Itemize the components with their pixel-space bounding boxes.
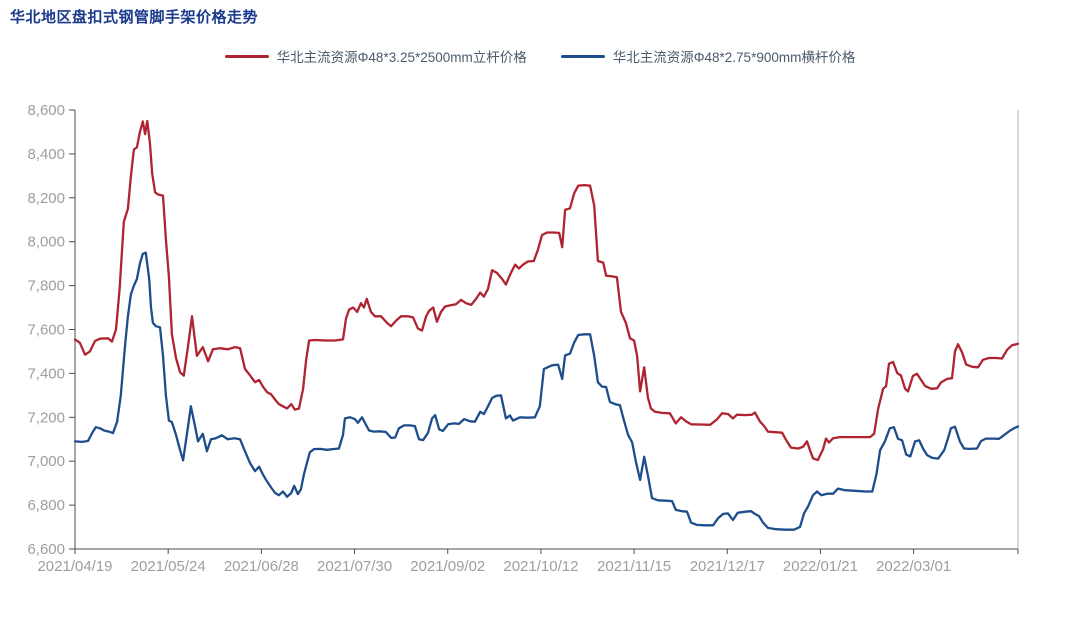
blue-line-swatch-icon (560, 54, 605, 58)
page-title: 华北地区盘扣式钢管脚手架价格走势 (10, 9, 259, 26)
price-line-crossbar (73, 251, 1020, 531)
chart-legend: 华北主流资源Φ48*3.25*2500mm立杆价格 华北主流资源Φ48*2.75… (0, 46, 1080, 66)
legend-item-crossbar-price: 华北主流资源Φ48*2.75*900mm横杆价格 (560, 46, 856, 66)
y-tick-label: 8,400 (27, 146, 65, 163)
x-tick-label: 2021/10/12 (503, 558, 578, 575)
y-tick-label: 7,200 (27, 409, 65, 426)
y-tick-label: 8,200 (27, 190, 65, 207)
x-tick-label: 2021/07/30 (317, 558, 392, 575)
y-tick-label: 7,400 (27, 365, 65, 382)
x-tick-label: 2021/05/24 (131, 558, 206, 575)
price-line-pole (73, 119, 1020, 462)
y-tick-label: 6,800 (27, 497, 65, 514)
legend-label-pole-price: 华北主流资源Φ48*3.25*2500mm立杆价格 (276, 50, 527, 65)
x-tick-label: 2021/04/19 (37, 558, 112, 575)
x-tick-label: 2021/12/17 (690, 558, 765, 575)
y-tick-label: 7,600 (27, 322, 65, 339)
y-tick-label: 6,600 (27, 541, 65, 558)
x-tick-label: 2022/03/01 (876, 558, 951, 575)
red-line-swatch-icon (224, 54, 269, 58)
y-tick-label: 8,600 (27, 102, 65, 119)
x-tick-label: 2021/11/15 (597, 558, 671, 575)
y-tick-label: 8,000 (27, 234, 65, 251)
y-tick-label: 7,000 (27, 453, 65, 470)
y-tick-label: 7,800 (27, 278, 65, 295)
legend-item-pole-price: 华北主流资源Φ48*3.25*2500mm立杆价格 (224, 46, 527, 66)
x-tick-label: 2021/06/28 (224, 558, 299, 575)
legend-label-crossbar-price: 华北主流资源Φ48*2.75*900mm横杆价格 (612, 50, 856, 65)
x-tick-label: 2022/01/21 (783, 558, 858, 575)
x-tick-label: 2021/09/02 (410, 558, 485, 575)
